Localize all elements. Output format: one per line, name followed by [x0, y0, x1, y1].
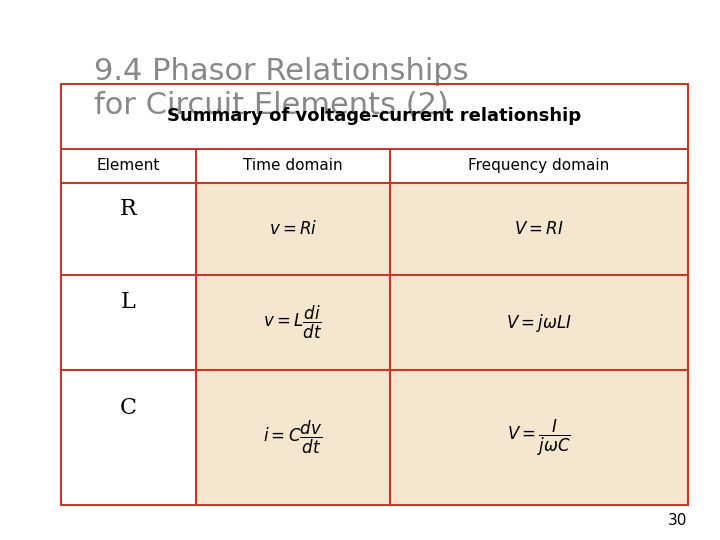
- Text: $i = C\dfrac{dv}{dt}$: $i = C\dfrac{dv}{dt}$: [264, 419, 323, 456]
- Text: $V = \dfrac{I}{j\omega C}$: $V = \dfrac{I}{j\omega C}$: [507, 417, 571, 457]
- Text: Summary of voltage-current relationship: Summary of voltage-current relationship: [167, 107, 582, 125]
- Bar: [390, 275, 688, 370]
- Text: $V = j\omega LI$: $V = j\omega LI$: [506, 312, 572, 334]
- Bar: [196, 275, 390, 370]
- Text: 30: 30: [668, 513, 688, 528]
- Text: Time domain: Time domain: [243, 158, 343, 173]
- Text: $V = RI$: $V = RI$: [514, 220, 564, 238]
- Text: 9.4 Phasor Relationships
for Circuit Elements (2): 9.4 Phasor Relationships for Circuit Ele…: [94, 57, 468, 120]
- Text: Element: Element: [97, 158, 161, 173]
- Text: R: R: [120, 198, 137, 220]
- Text: $v = Ri$: $v = Ri$: [269, 220, 317, 238]
- Text: $v = L\dfrac{di}{dt}$: $v = L\dfrac{di}{dt}$: [264, 304, 323, 341]
- Text: C: C: [120, 397, 137, 419]
- Text: Frequency domain: Frequency domain: [468, 158, 609, 173]
- Bar: [196, 183, 390, 275]
- Bar: [390, 183, 688, 275]
- Bar: [61, 84, 688, 505]
- Bar: [390, 370, 688, 505]
- Text: L: L: [121, 291, 136, 313]
- Bar: [196, 370, 390, 505]
